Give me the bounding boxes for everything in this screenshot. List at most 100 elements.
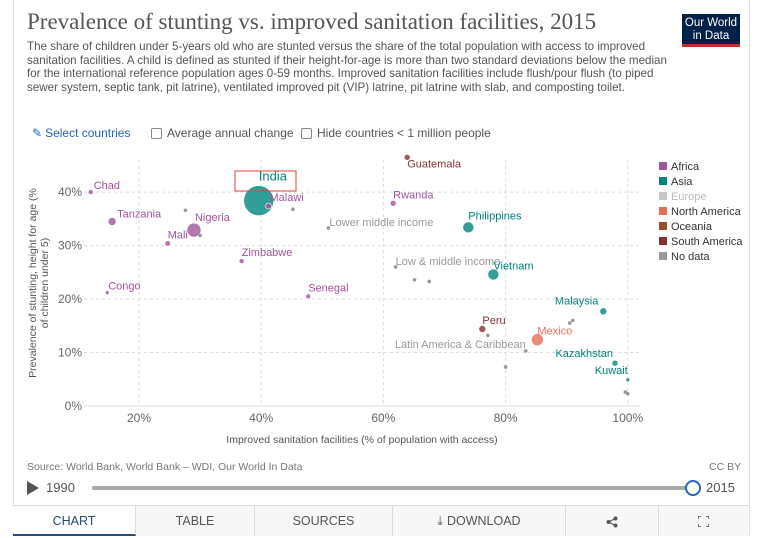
- point-label: Rwanda: [393, 189, 434, 201]
- data-point: [523, 349, 528, 353]
- x-tick-label: 40%: [249, 411, 273, 425]
- tab-chart-label: CHART: [52, 514, 96, 528]
- y-axis-label-line: of children under 5): [39, 238, 51, 328]
- download-icon: ⤓: [437, 514, 443, 528]
- data-point: [531, 333, 544, 346]
- point-label: Zimbabwe: [242, 247, 293, 259]
- legend-swatch: [659, 222, 667, 230]
- legend-label: Asia: [671, 176, 693, 188]
- data-point: [104, 290, 110, 295]
- data-point: [186, 222, 202, 238]
- point-label: Vietnam: [493, 260, 533, 272]
- point-label: Nigeria: [195, 212, 231, 224]
- y-tick-label: 10%: [58, 346, 82, 360]
- data-point: [427, 279, 432, 284]
- average-annual-change-checkbox[interactable]: [151, 127, 162, 139]
- owid-logo[interactable]: Our World in Data: [682, 14, 740, 47]
- hide-small-countries-toggle[interactable]: Hide countries < 1 million people: [301, 126, 491, 140]
- tab-bar: CHART TABLE SOURCES ⤓ DOWNLOAD: [13, 505, 750, 536]
- tab-sources[interactable]: SOURCES: [255, 506, 393, 536]
- tab-download-label: DOWNLOAD: [446, 514, 521, 528]
- fullscreen-icon: [697, 515, 710, 528]
- point-label: Malawi: [270, 192, 304, 204]
- play-icon[interactable]: [27, 481, 39, 495]
- y-tick-label: 40%: [58, 185, 82, 199]
- point-label: Chad: [94, 180, 120, 192]
- tab-share[interactable]: [566, 506, 659, 536]
- x-tick-label: 80%: [494, 411, 518, 425]
- average-annual-change-toggle[interactable]: Average annual change: [151, 126, 294, 140]
- point-label: Peru: [482, 315, 505, 327]
- data-point: [107, 217, 117, 226]
- data-point: [567, 321, 572, 325]
- legend-label: Oceania: [671, 221, 713, 233]
- data-point: [611, 359, 619, 367]
- tab-fullscreen[interactable]: [659, 506, 748, 536]
- point-label: Mali: [168, 229, 188, 241]
- point-label: Kazakhstan: [555, 348, 612, 360]
- data-point: [412, 277, 417, 282]
- data-point: [478, 325, 487, 333]
- tab-table[interactable]: TABLE: [136, 506, 255, 536]
- chart-subtitle: The share of children under 5-years old …: [27, 40, 667, 94]
- tab-sources-label: SOURCES: [292, 514, 355, 528]
- timeline-end-year: 2015: [706, 480, 735, 495]
- point-label: Low & middle income: [396, 256, 501, 268]
- data-point: [570, 318, 575, 323]
- y-tick-label: 0%: [65, 399, 83, 413]
- y-axis-label: Prevalence of stunting, height for age (…: [27, 188, 51, 378]
- legend-label: Europe: [671, 191, 706, 203]
- timeline-start-year: 1990: [46, 480, 75, 495]
- data-point: [625, 391, 630, 396]
- point-label: Kuwait: [595, 365, 628, 377]
- data-point: [305, 293, 312, 300]
- y-axis-label-line: Prevalence of stunting, height for age (…: [27, 188, 39, 378]
- legend-swatch: [659, 162, 667, 170]
- point-label: Malaysia: [555, 295, 599, 307]
- point-label: Philippines: [468, 210, 522, 222]
- hide-small-countries-label: Hide countries < 1 million people: [317, 126, 491, 140]
- data-point: [265, 202, 272, 210]
- point-label: Latin America & Caribbean: [395, 339, 526, 351]
- tab-table-label: TABLE: [175, 514, 215, 528]
- select-countries-button[interactable]: ✎ Select countries: [32, 126, 130, 140]
- y-tick-label: 20%: [58, 292, 82, 306]
- india-highlight-box: [234, 170, 297, 192]
- x-tick-label: 60%: [371, 411, 395, 425]
- legend-swatch: [659, 237, 667, 245]
- legend-label: No data: [671, 251, 710, 263]
- logo-line2: in Data: [692, 30, 730, 42]
- tab-chart[interactable]: CHART: [13, 506, 136, 536]
- legend-label: Africa: [671, 161, 700, 173]
- scatter-chart: 0% 10% 20% 30% 40% 20% 40% 60% 80% 100% Improved s…: [27, 154, 743, 446]
- legend-swatch: [659, 177, 667, 185]
- point-label: Senegal: [308, 282, 348, 294]
- timeline-slider-handle[interactable]: [685, 480, 701, 496]
- x-axis-label: Improved sanitation facilities (% of pop…: [226, 434, 497, 446]
- data-point: [183, 208, 188, 213]
- license-link[interactable]: CC BY: [709, 461, 742, 473]
- data-point: [487, 268, 500, 281]
- pencil-icon: ✎: [32, 126, 43, 140]
- tab-download[interactable]: ⤓ DOWNLOAD: [393, 506, 566, 536]
- point-label: Mexico: [537, 326, 572, 338]
- legend-label: South America: [671, 236, 743, 248]
- point-label: India: [259, 169, 288, 184]
- point-label: Guatemala: [407, 158, 462, 170]
- hide-small-countries-checkbox[interactable]: [301, 127, 312, 139]
- point-label: Congo: [108, 281, 140, 293]
- y-tick-label: 30%: [58, 239, 82, 253]
- x-tick-label: 100%: [612, 411, 643, 425]
- data-point: [326, 226, 331, 230]
- chart-title: Prevalence of stunting vs. improved sani…: [27, 9, 597, 34]
- source-note: Source: World Bank, World Bank – WDI, Ou…: [27, 461, 303, 473]
- logo-line1: Our World: [684, 17, 738, 29]
- timeline-slider[interactable]: [92, 486, 693, 490]
- point-label: Lower middle income: [329, 217, 433, 229]
- data-point: [291, 207, 295, 211]
- data-point: [164, 240, 171, 247]
- data-point: [486, 333, 490, 338]
- data-point: [625, 377, 631, 383]
- point-label: Tanzania: [117, 209, 162, 221]
- average-annual-change-label: Average annual change: [167, 126, 294, 140]
